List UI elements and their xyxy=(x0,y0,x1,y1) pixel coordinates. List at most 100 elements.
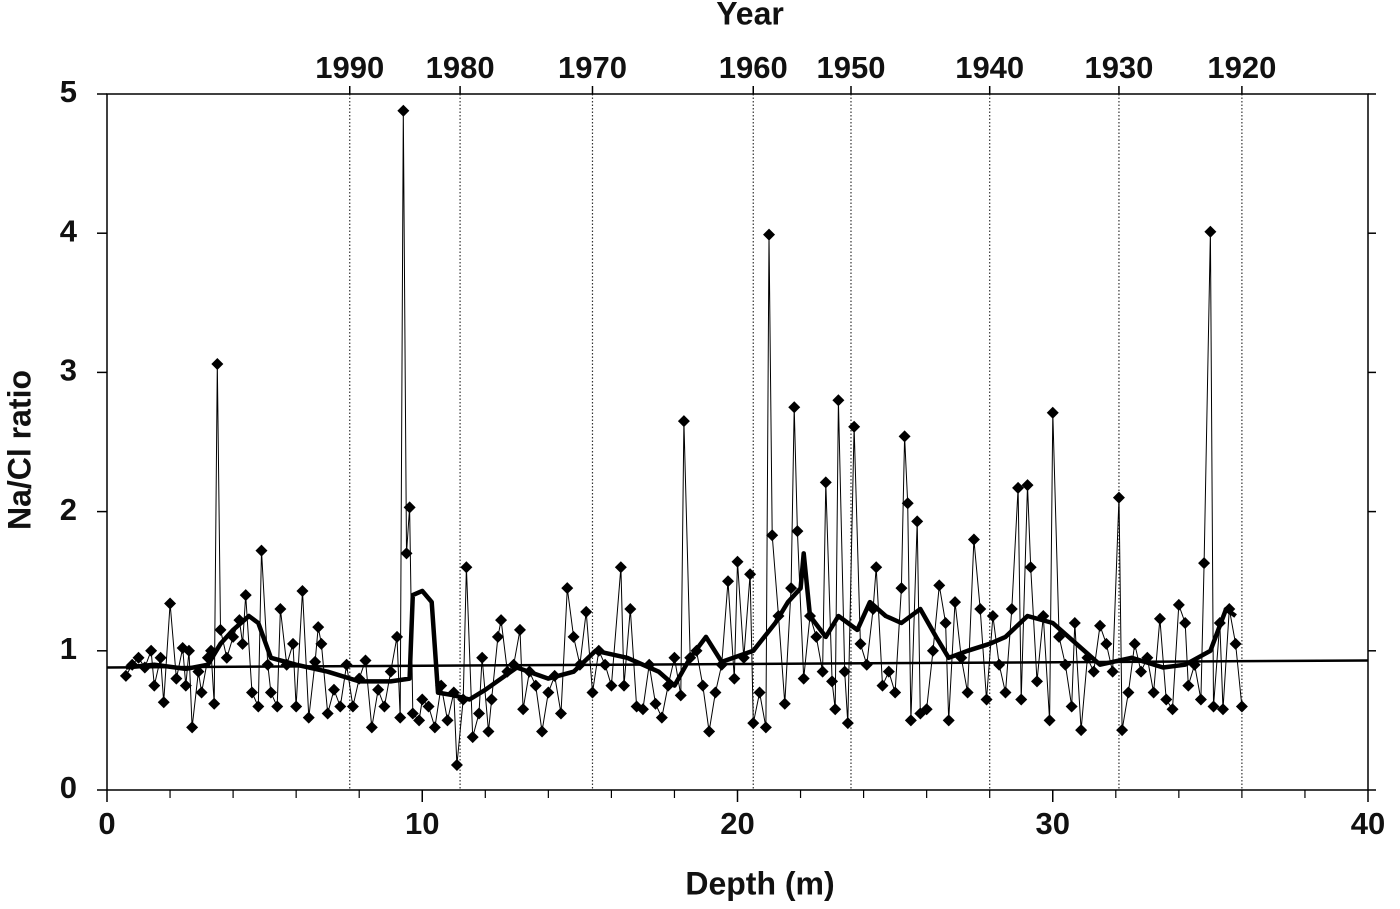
data-point xyxy=(785,582,798,595)
data-point xyxy=(722,575,735,588)
data-point xyxy=(942,714,955,727)
y-tick-label: 0 xyxy=(60,770,77,805)
data-point xyxy=(986,610,999,622)
data-point xyxy=(655,711,668,724)
data-point xyxy=(848,420,861,433)
data-point xyxy=(416,693,429,706)
data-point xyxy=(1068,616,1081,629)
data-point xyxy=(999,686,1012,699)
data-point xyxy=(677,415,690,428)
data-point xyxy=(359,654,372,667)
data-point xyxy=(302,711,315,724)
data-point xyxy=(441,714,454,727)
data-point xyxy=(567,630,580,643)
data-point xyxy=(517,703,530,716)
data-point xyxy=(252,700,265,713)
data-point xyxy=(312,621,325,634)
data-point xyxy=(1166,703,1179,716)
data-point xyxy=(838,665,851,678)
data-point xyxy=(1172,598,1185,611)
data-point xyxy=(649,697,662,710)
data-point xyxy=(1160,693,1173,706)
data-point xyxy=(961,686,974,699)
data-point xyxy=(264,686,277,699)
data-point xyxy=(949,596,962,609)
data-point xyxy=(340,658,353,671)
data-point xyxy=(1100,637,1113,650)
data-point xyxy=(485,693,498,706)
data-point xyxy=(974,603,987,616)
data-point xyxy=(334,700,347,713)
data-point xyxy=(586,686,599,699)
data-point xyxy=(1194,693,1207,706)
data-point xyxy=(1122,686,1135,699)
data-point xyxy=(753,686,766,699)
data-point xyxy=(668,651,681,664)
data-point xyxy=(1021,479,1034,492)
data-point xyxy=(179,679,192,692)
data-point xyxy=(1179,616,1192,629)
data-point xyxy=(967,533,980,546)
data-point xyxy=(309,655,322,668)
data-point xyxy=(1207,700,1220,713)
data-point xyxy=(554,707,567,720)
data-point xyxy=(898,430,911,443)
data-point xyxy=(154,651,167,664)
data-point xyxy=(744,568,757,581)
data-point xyxy=(832,394,845,407)
x-tick-label: 40 xyxy=(1351,806,1385,841)
y-tick-label: 3 xyxy=(60,353,77,388)
y-tick-label: 1 xyxy=(60,631,77,666)
year-tick-label: 1950 xyxy=(817,50,886,85)
data-point xyxy=(1075,724,1088,737)
data-point xyxy=(1229,637,1242,650)
data-point xyxy=(372,683,385,696)
x-tick-label: 10 xyxy=(405,806,439,841)
data-point xyxy=(286,637,299,650)
data-point xyxy=(422,700,435,713)
data-point xyxy=(778,697,791,710)
data-point xyxy=(236,637,249,650)
data-point xyxy=(696,679,709,692)
x-tick-label: 0 xyxy=(98,806,115,841)
data-point xyxy=(614,561,627,574)
data-point xyxy=(731,555,744,568)
data-point xyxy=(1198,557,1211,570)
data-point xyxy=(274,603,287,616)
data-point xyxy=(1235,700,1248,713)
data-point xyxy=(580,605,593,618)
data-point xyxy=(170,672,183,685)
x-tick-label: 30 xyxy=(1036,806,1070,841)
data-point xyxy=(1030,675,1043,688)
data-point xyxy=(901,497,914,510)
data-point xyxy=(791,525,804,538)
series-line xyxy=(125,551,1237,702)
data-point xyxy=(246,686,259,699)
data-point xyxy=(428,721,441,734)
data-point xyxy=(1043,714,1056,727)
data-point xyxy=(876,679,889,692)
data-point xyxy=(450,758,463,771)
y-tick-label: 4 xyxy=(60,213,78,248)
data-point xyxy=(466,731,479,744)
data-point xyxy=(327,683,340,696)
data-point xyxy=(674,689,687,702)
data-point xyxy=(182,644,195,657)
data-point xyxy=(1116,724,1129,737)
data-point xyxy=(403,501,416,514)
data-point xyxy=(394,711,407,724)
data-point xyxy=(1112,491,1125,504)
data-point xyxy=(1216,703,1229,716)
data-point xyxy=(413,714,426,727)
year-tick-label: 1970 xyxy=(558,50,627,85)
data-point xyxy=(476,651,489,664)
data-point xyxy=(1012,481,1025,494)
data-point xyxy=(239,589,252,602)
data-point xyxy=(482,725,495,738)
data-point xyxy=(145,644,158,657)
y-tick-label: 5 xyxy=(60,74,77,109)
data-point xyxy=(1147,686,1160,699)
data-point xyxy=(406,707,419,720)
